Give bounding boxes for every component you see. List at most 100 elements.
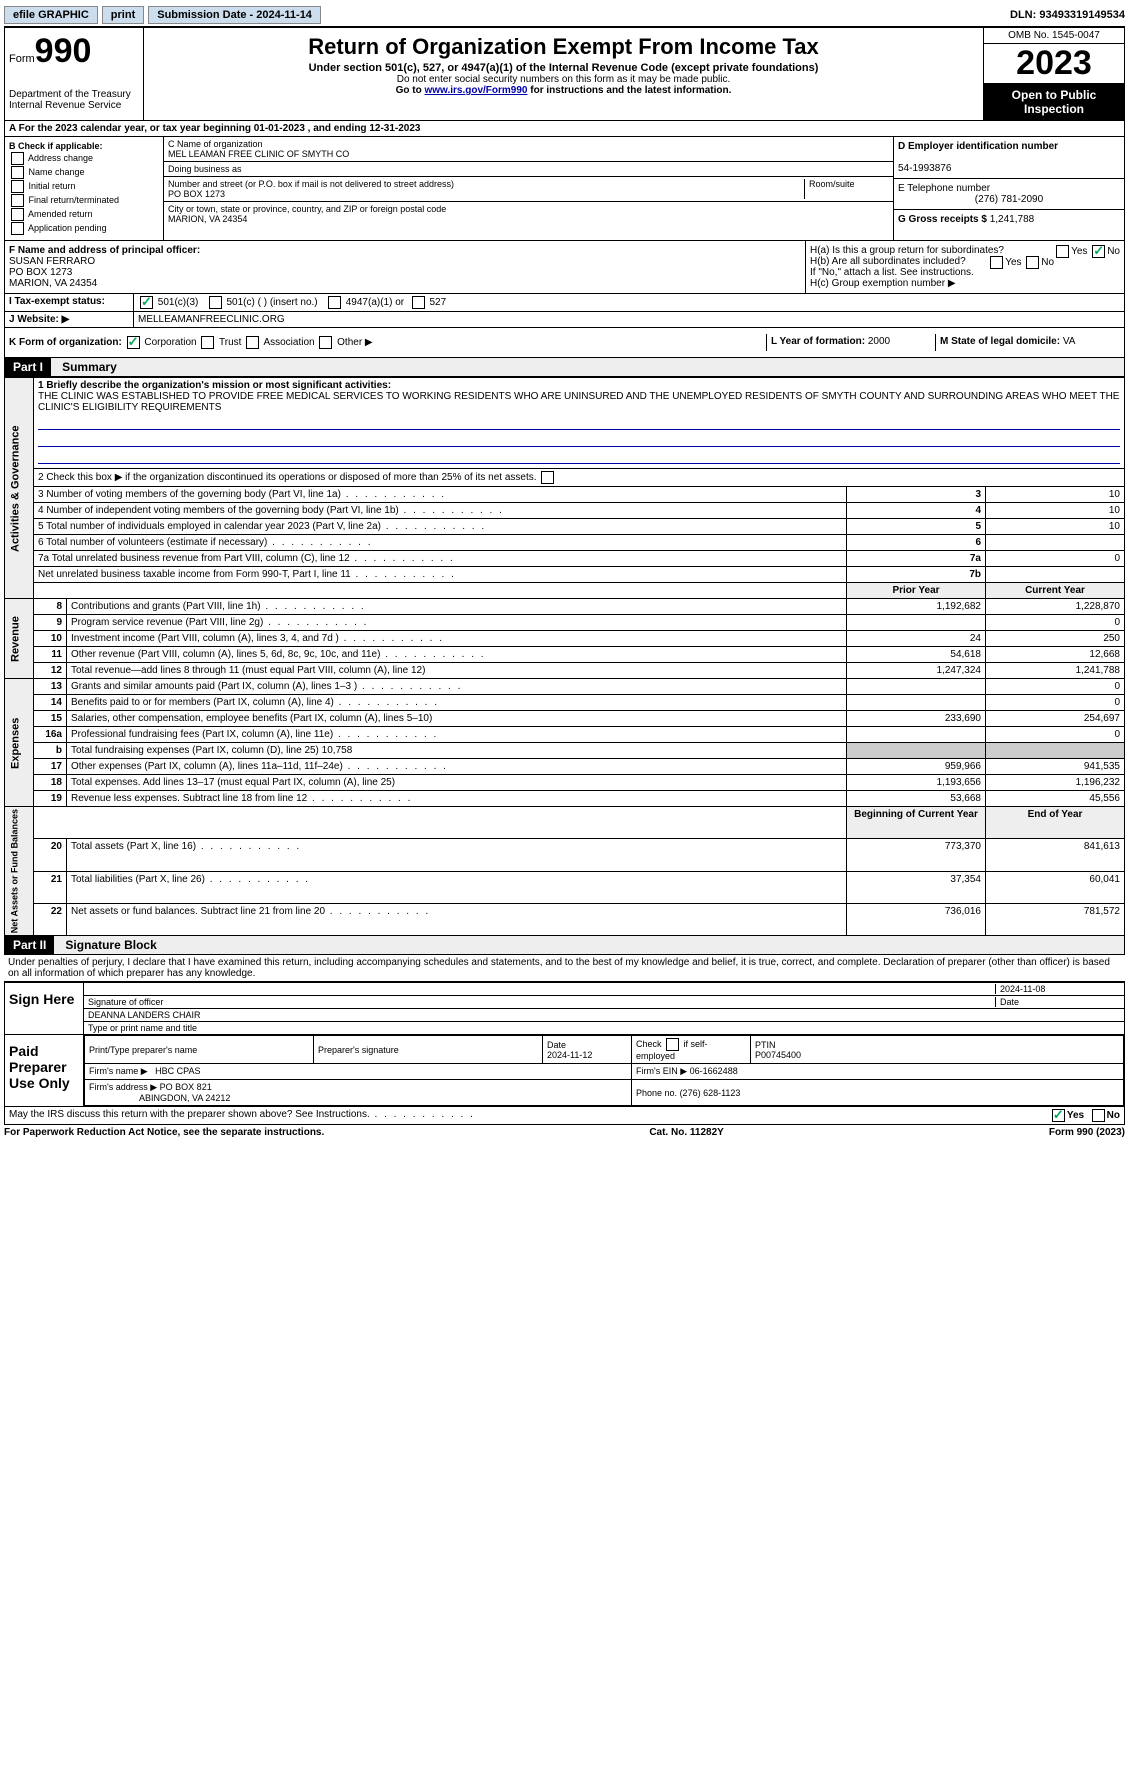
rev-curr: 1,228,870 bbox=[986, 599, 1125, 615]
addr-label: Number and street (or P.O. box if mail i… bbox=[168, 179, 454, 189]
mission-line bbox=[38, 415, 1120, 430]
ptin-label: PTIN bbox=[755, 1040, 776, 1050]
hb-yes-checkbox[interactable] bbox=[990, 256, 1003, 269]
officer-addr1: PO BOX 1273 bbox=[9, 267, 72, 278]
exp-num: 14 bbox=[34, 695, 67, 711]
box-j-row: J Website: ▶ MELLEAMANFREECLINIC.ORG bbox=[4, 312, 1125, 328]
vert-netassets: Net Assets or Fund Balances bbox=[5, 807, 34, 936]
firm-addr2: ABINGDON, VA 24212 bbox=[139, 1093, 230, 1103]
other-checkbox[interactable] bbox=[319, 336, 332, 349]
line4-val: 10 bbox=[986, 503, 1125, 519]
prep-date-label: Date bbox=[547, 1040, 566, 1050]
rev-curr: 250 bbox=[986, 631, 1125, 647]
rev-num: 8 bbox=[34, 599, 67, 615]
prep-sig-label: Preparer's signature bbox=[314, 1036, 543, 1064]
footer: For Paperwork Reduction Act Notice, see … bbox=[4, 1125, 1125, 1140]
line6-text: 6 Total number of volunteers (estimate i… bbox=[34, 535, 847, 551]
exp-prior: 959,966 bbox=[847, 759, 986, 775]
na-end: 60,041 bbox=[986, 871, 1125, 903]
line2-checkbox[interactable] bbox=[541, 471, 554, 484]
yes-label2: Yes bbox=[1005, 257, 1021, 268]
line3-text: 3 Number of voting members of the govern… bbox=[34, 487, 847, 503]
4947-checkbox[interactable] bbox=[328, 296, 341, 309]
form-number: 990 bbox=[35, 32, 92, 70]
website-label: J Website: ▶ bbox=[5, 312, 134, 327]
rev-prior: 1,192,682 bbox=[847, 599, 986, 615]
501c3-checkbox[interactable] bbox=[140, 296, 153, 309]
na-text: Net assets or fund balances. Subtract li… bbox=[67, 903, 847, 935]
vert-expenses: Expenses bbox=[5, 679, 34, 807]
exp-num: 19 bbox=[34, 791, 67, 807]
ha-yes-checkbox[interactable] bbox=[1056, 245, 1069, 258]
address-change-checkbox[interactable] bbox=[11, 152, 24, 165]
exp-num: 16a bbox=[34, 727, 67, 743]
name-change-checkbox[interactable] bbox=[11, 166, 24, 179]
opt-amended: Amended return bbox=[28, 209, 93, 219]
501c-checkbox[interactable] bbox=[209, 296, 222, 309]
hb-no-checkbox[interactable] bbox=[1026, 256, 1039, 269]
prep-date: 2024-11-12 bbox=[547, 1050, 592, 1060]
phone-value: (276) 781-2090 bbox=[898, 194, 1120, 205]
print-button[interactable]: print bbox=[102, 6, 144, 24]
ein-value: 54-1993876 bbox=[898, 163, 951, 174]
firm-name-label: Firm's name ▶ bbox=[89, 1066, 148, 1076]
exp-curr: 0 bbox=[986, 727, 1125, 743]
final-return-checkbox[interactable] bbox=[11, 194, 24, 207]
rev-text: Contributions and grants (Part VIII, lin… bbox=[67, 599, 847, 615]
rev-prior: 24 bbox=[847, 631, 986, 647]
pending-checkbox[interactable] bbox=[11, 222, 24, 235]
amended-checkbox[interactable] bbox=[11, 208, 24, 221]
trust-checkbox[interactable] bbox=[201, 336, 214, 349]
instructions-link[interactable]: www.irs.gov/Form990 bbox=[424, 85, 527, 96]
exp-curr: 941,535 bbox=[986, 759, 1125, 775]
ha-no-checkbox[interactable] bbox=[1092, 245, 1105, 258]
rev-num: 9 bbox=[34, 615, 67, 631]
form-label: Form bbox=[9, 53, 35, 65]
rev-num: 10 bbox=[34, 631, 67, 647]
year-formation-label: L Year of formation: bbox=[771, 336, 865, 347]
self-emp-checkbox[interactable] bbox=[666, 1038, 679, 1051]
perjury-statement: Under penalties of perjury, I declare th… bbox=[4, 955, 1125, 981]
hb-note: If "No," attach a list. See instructions… bbox=[810, 267, 1120, 278]
org-name: MEL LEAMAN FREE CLINIC OF SMYTH CO bbox=[168, 149, 349, 159]
part2-bar: Part II Signature Block bbox=[4, 936, 1125, 955]
part1-bar: Part I Summary bbox=[4, 358, 1125, 377]
discuss-yes-checkbox[interactable] bbox=[1052, 1109, 1065, 1122]
exp-curr: 254,697 bbox=[986, 711, 1125, 727]
assoc-checkbox[interactable] bbox=[246, 336, 259, 349]
sig-officer-label: Signature of officer bbox=[88, 997, 996, 1007]
501c-label: 501(c) ( ) (insert no.) bbox=[226, 297, 317, 308]
527-checkbox[interactable] bbox=[412, 296, 425, 309]
corp-checkbox[interactable] bbox=[127, 336, 140, 349]
exp-prior: 53,668 bbox=[847, 791, 986, 807]
prep-name-label: Print/Type preparer's name bbox=[85, 1036, 314, 1064]
preparer-title: Paid Preparer Use Only bbox=[5, 1035, 84, 1106]
part2-title: Signature Block bbox=[57, 938, 156, 952]
date-label: Date bbox=[996, 997, 1120, 1007]
rev-curr: 0 bbox=[986, 615, 1125, 631]
na-beg: 736,016 bbox=[847, 903, 986, 935]
exp-prior: 233,690 bbox=[847, 711, 986, 727]
initial-return-checkbox[interactable] bbox=[11, 180, 24, 193]
officer-grid: F Name and address of principal officer:… bbox=[4, 241, 1125, 294]
discuss-no-checkbox[interactable] bbox=[1092, 1109, 1105, 1122]
phone-label: E Telephone number bbox=[898, 183, 990, 194]
opt-address: Address change bbox=[28, 153, 93, 163]
firm-addr-label: Firm's address ▶ bbox=[89, 1082, 157, 1092]
exp-prior bbox=[847, 695, 986, 711]
department-label: Department of the Treasury Internal Reve… bbox=[9, 89, 139, 111]
dba-label: Doing business as bbox=[168, 164, 242, 174]
line5-val: 10 bbox=[986, 519, 1125, 535]
domicile-label: M State of legal domicile: bbox=[940, 336, 1060, 347]
exp-prior: 1,193,656 bbox=[847, 775, 986, 791]
form-footer: Form 990 (2023) bbox=[1049, 1127, 1125, 1138]
efile-button[interactable]: efile GRAPHIC bbox=[4, 6, 98, 24]
beg-year-hdr: Beginning of Current Year bbox=[847, 807, 986, 839]
tax-status-label: I Tax-exempt status: bbox=[5, 294, 134, 311]
mission-line bbox=[38, 449, 1120, 464]
na-end: 841,613 bbox=[986, 839, 1125, 871]
curr-year-hdr: Current Year bbox=[986, 583, 1125, 599]
no-label2: No bbox=[1041, 257, 1054, 268]
org-name-label: C Name of organization bbox=[168, 139, 263, 149]
pra-notice: For Paperwork Reduction Act Notice, see … bbox=[4, 1127, 324, 1138]
